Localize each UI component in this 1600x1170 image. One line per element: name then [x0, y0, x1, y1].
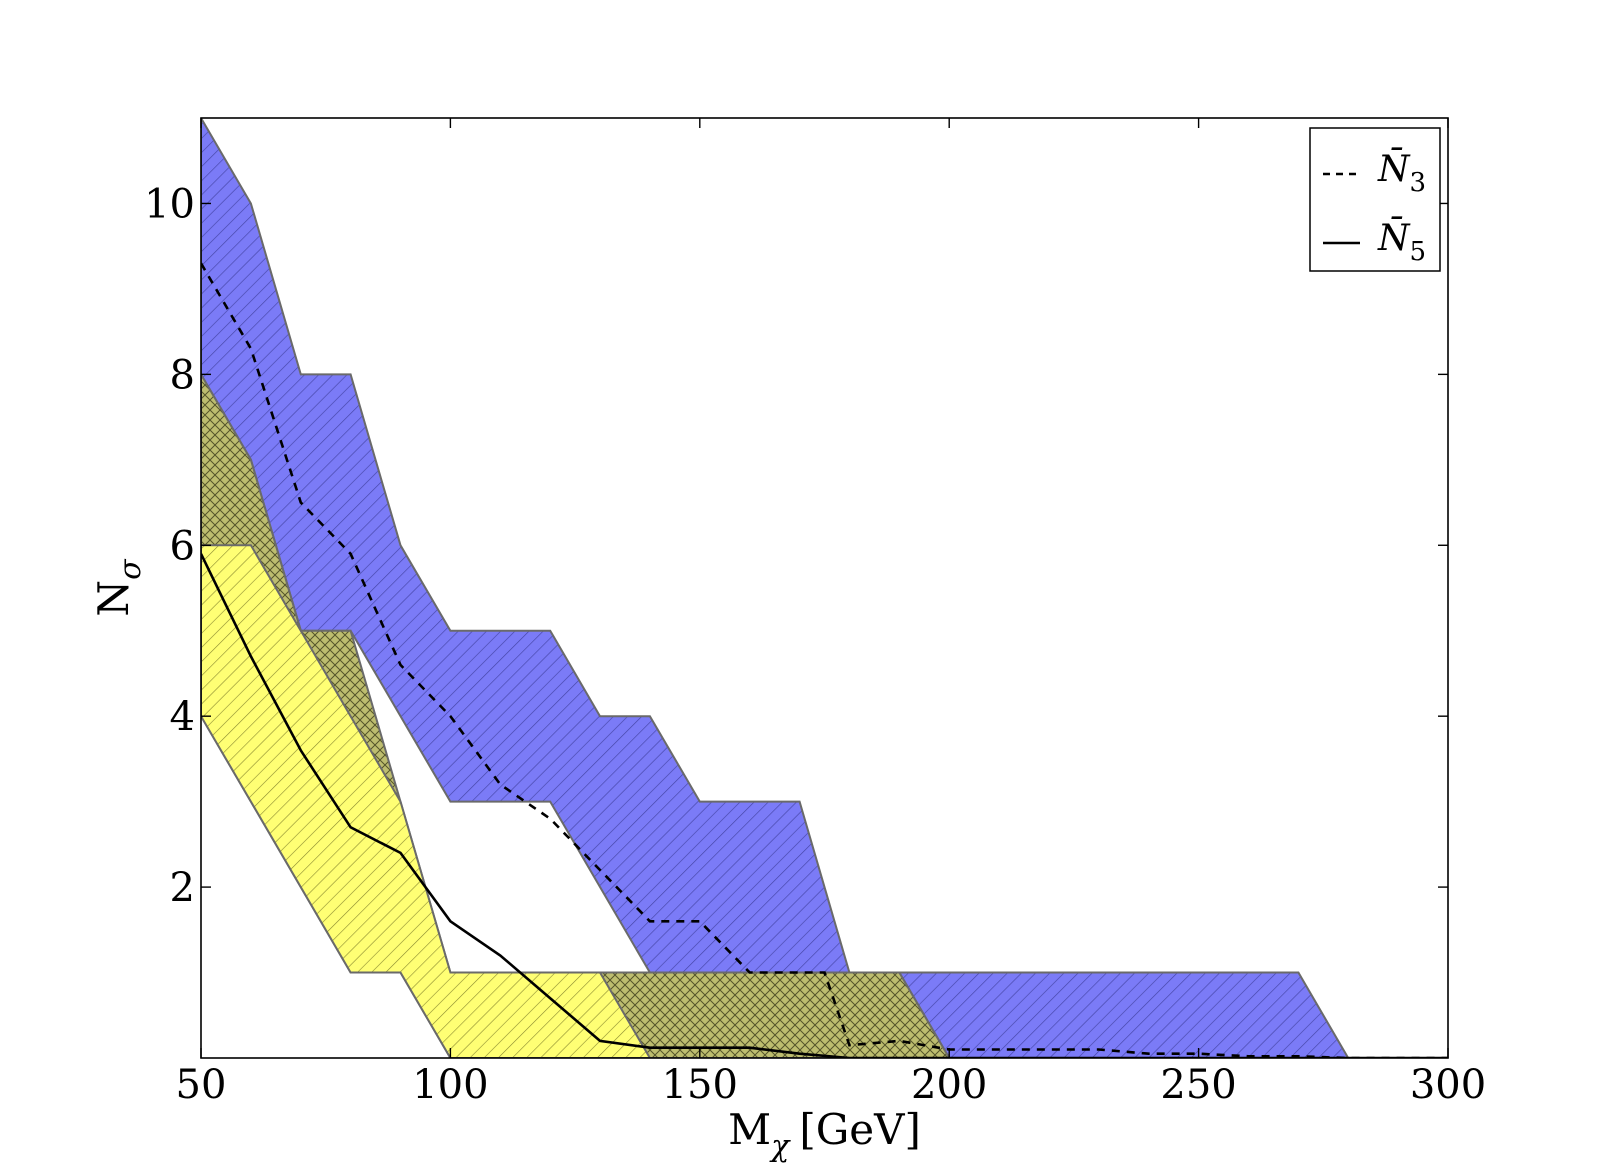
legend-box: [1309, 127, 1441, 272]
band-n5-inner: [201, 544, 652, 1058]
x-tick-label-200: 200: [911, 1062, 987, 1108]
series-line-n3: [201, 262, 1448, 1058]
plot-frame: [200, 117, 1449, 1059]
y-axis-title-sub: σ: [113, 558, 148, 580]
legend-label-n5: N̄5: [1377, 216, 1426, 267]
legend-label-n3-symbol: N̄: [1377, 147, 1411, 190]
band-n3: [201, 118, 1448, 1058]
legend-label-n3: N̄3: [1377, 147, 1426, 198]
y-tick-label-10: 10: [144, 181, 195, 227]
x-axis-title-sub: χ: [769, 1129, 791, 1164]
legend-label-n5-sub: 5: [1410, 237, 1427, 267]
y-tick-label-8: 8: [170, 352, 195, 398]
y-axis-title-main: N: [89, 580, 138, 617]
x-tick-label-250: 250: [1160, 1062, 1236, 1108]
legend-label-n3-sub: 3: [1410, 168, 1427, 198]
series-line-n5: [201, 553, 1448, 1058]
x-tick-label-50: 50: [176, 1062, 227, 1108]
x-tick-label-300: 300: [1410, 1062, 1486, 1108]
y-tick-label-4: 4: [170, 694, 195, 740]
x-axis-title: Mχ [GeV]: [728, 1105, 921, 1164]
x-axis-title-unit: [GeV]: [799, 1105, 921, 1154]
y-tick-label-6: 6: [170, 523, 195, 569]
legend-label-n5-symbol: N̄: [1377, 216, 1411, 259]
legend: N̄3 N̄5: [1309, 127, 1441, 272]
x-axis-title-main: M: [728, 1105, 771, 1154]
y-axis-title: Nσ: [89, 558, 148, 617]
x-tick-label-150: 150: [662, 1062, 738, 1108]
y-tick-label-2: 2: [170, 865, 195, 911]
x-tick-label-100: 100: [412, 1062, 488, 1108]
